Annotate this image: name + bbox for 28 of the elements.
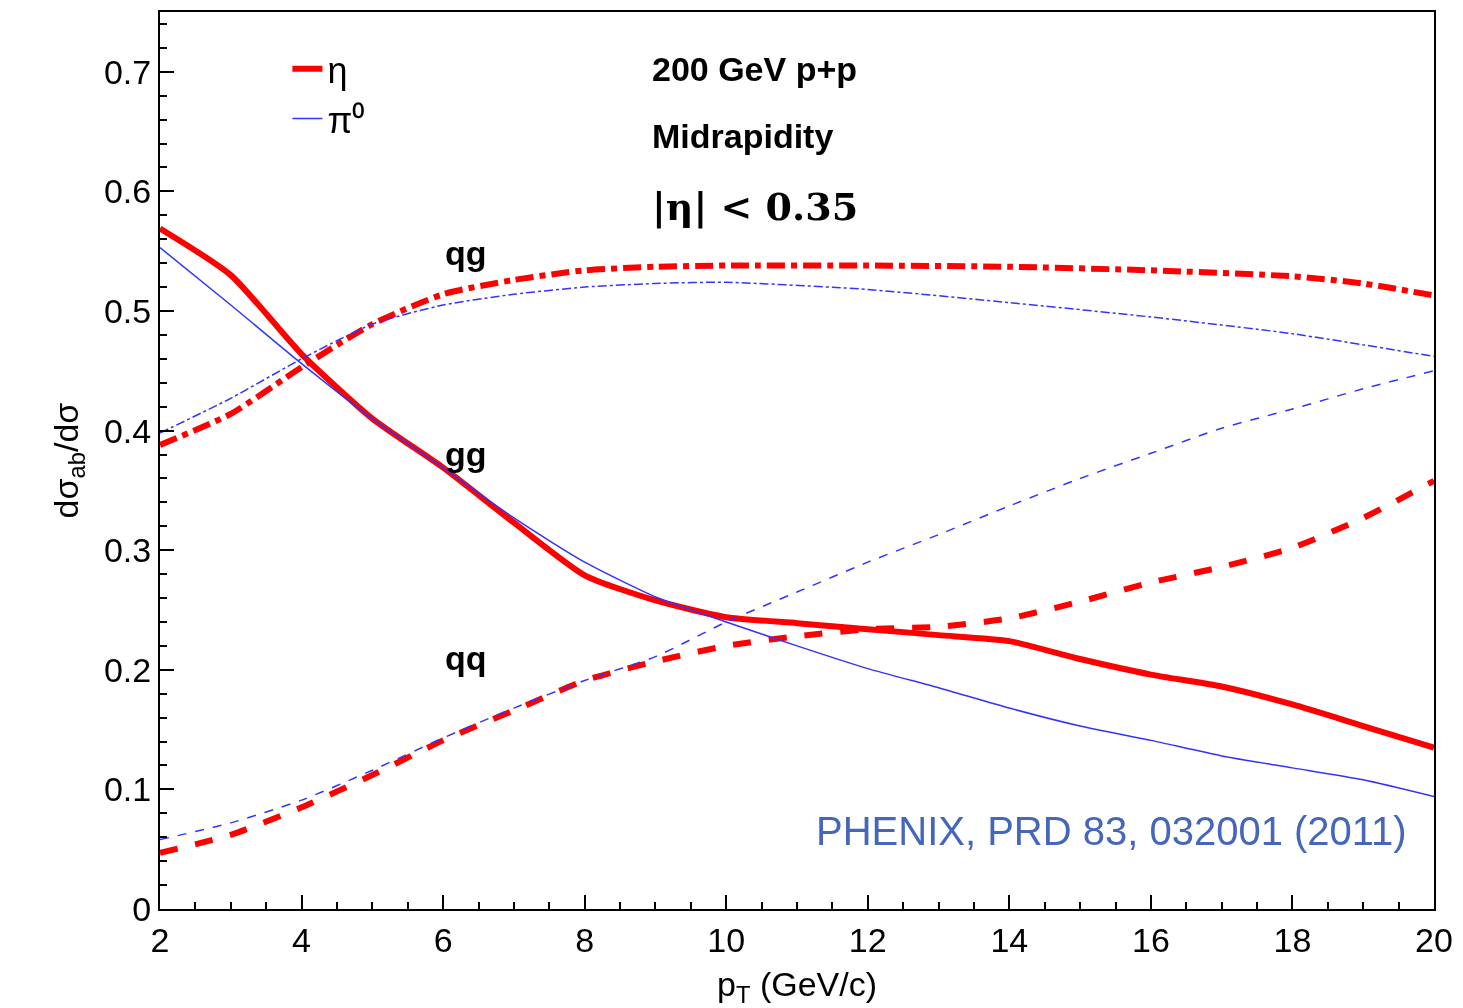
x-tick-label: 16 (1131, 920, 1170, 959)
x-tick-label: 18 (1273, 920, 1312, 959)
x-tick-label: 10 (707, 920, 746, 959)
y-tick-label: 0.2 (103, 650, 152, 689)
y-tick-label: 0.1 (103, 770, 152, 809)
annotation: 200 GeV p+p (652, 50, 858, 88)
y-tick-label: 0.4 (103, 411, 152, 450)
legend-label: η (327, 49, 348, 91)
x-tick-label: 20 (1415, 920, 1453, 959)
legend-label: π⁰ (327, 99, 366, 141)
annotation: qq (445, 639, 487, 677)
annotation: PHENIX, PRD 83, 032001 (2011) (816, 809, 1407, 853)
x-tick-label: 14 (990, 920, 1029, 959)
y-tick-label: 0.3 (103, 531, 152, 570)
x-tick-label: 6 (433, 920, 453, 959)
x-tick-label: 2 (150, 920, 170, 959)
x-tick-label: 8 (575, 920, 595, 959)
annotation: |η| < 0.35 (652, 184, 859, 229)
annotation: Midrapidity (652, 117, 834, 155)
x-tick-label: 4 (292, 920, 312, 959)
x-axis-title: p$_{T}$ (GeV/c) (716, 964, 878, 1008)
y-tick-label: 0 (132, 889, 152, 928)
x-tick-label: 12 (848, 920, 887, 959)
y-tick-label: 0.5 (103, 291, 152, 330)
annotation: qg (445, 234, 487, 272)
y-tick-label: 0.6 (103, 172, 152, 211)
y-tick-label: 0.7 (103, 52, 152, 91)
annotation: gg (445, 435, 487, 473)
